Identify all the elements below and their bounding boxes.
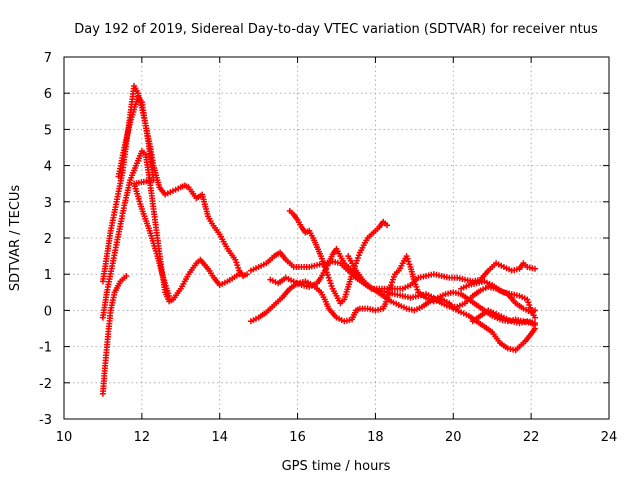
data-point <box>532 314 538 321</box>
data-point <box>532 320 538 327</box>
y-tick-label: 2 <box>44 232 52 247</box>
y-tick-label: -2 <box>39 377 52 392</box>
x-axis-label: GPS time / hours <box>282 459 391 474</box>
y-tick-label: 7 <box>44 51 52 66</box>
series-track-2 <box>99 83 250 285</box>
series-track-1 <box>99 273 130 397</box>
x-tick-label: 12 <box>134 430 151 445</box>
series-track-10 <box>458 278 538 316</box>
y-tick-label: 6 <box>44 87 52 102</box>
y-tick-label: 1 <box>44 268 52 283</box>
chart-title: Day 192 of 2019, Sidereal Day-to-day VTE… <box>74 22 598 37</box>
x-tick-label: 10 <box>56 430 73 445</box>
series-track-4 <box>115 93 173 299</box>
x-tick-label: 16 <box>289 430 306 445</box>
x-tick-label: 18 <box>367 430 384 445</box>
data-point <box>320 261 327 268</box>
data-point <box>532 307 538 314</box>
x-tick-label: 14 <box>211 430 228 445</box>
y-tick-label: -3 <box>39 413 52 428</box>
x-tick-label: 20 <box>445 430 462 445</box>
series-track-8 <box>267 245 538 328</box>
data-point <box>244 271 250 278</box>
data-point <box>326 277 333 284</box>
data-point <box>406 261 413 268</box>
data-point <box>524 296 531 303</box>
x-tick-label: 24 <box>601 430 618 445</box>
data-point <box>388 282 394 289</box>
grid <box>64 57 609 419</box>
x-tick-label: 22 <box>523 430 540 445</box>
data-point <box>532 265 538 272</box>
data-point <box>234 262 241 269</box>
data-point <box>384 222 391 229</box>
y-tick-label: 0 <box>44 304 52 319</box>
data-point <box>236 271 243 278</box>
y-tick-label: 3 <box>44 196 52 211</box>
y-tick-label: 5 <box>44 123 52 138</box>
y-tick-label: 4 <box>44 160 52 175</box>
data-series <box>99 83 538 397</box>
data-point <box>123 273 130 279</box>
series-track-9 <box>345 253 538 321</box>
y-axis-label: SDTVAR / TECUs <box>8 185 23 292</box>
data-point <box>166 292 173 299</box>
data-point <box>411 278 418 285</box>
series-track-11 <box>469 307 538 327</box>
y-tick-label: -1 <box>39 341 52 356</box>
